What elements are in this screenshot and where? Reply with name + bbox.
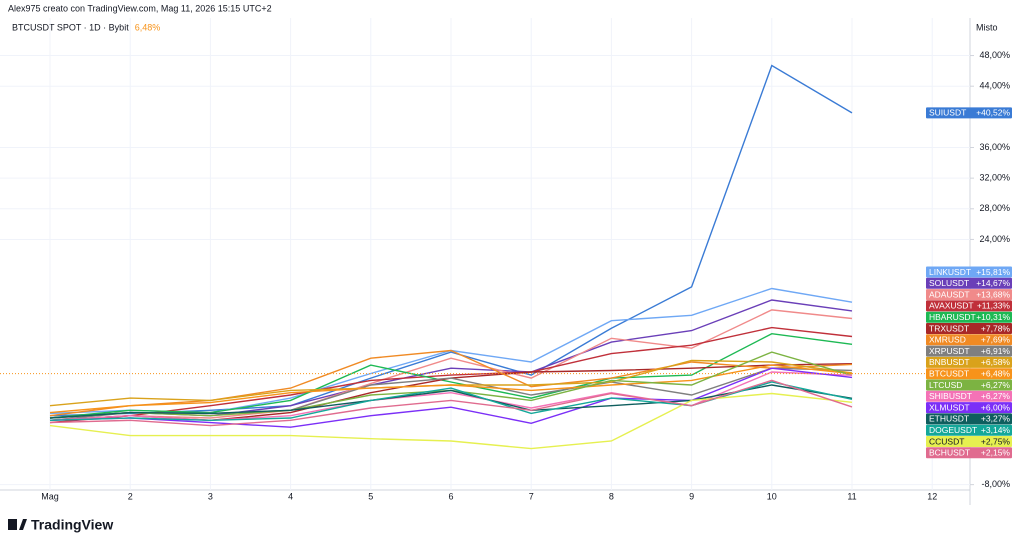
price-label-value: +11,33% <box>977 301 1011 311</box>
logo-mark <box>8 519 17 530</box>
price-label-name: SUIUSDT <box>929 108 966 118</box>
price-label-box <box>926 402 1012 414</box>
price-label-box <box>926 447 1012 459</box>
price-label-box <box>926 277 1012 289</box>
price-label-box <box>926 300 1012 312</box>
price-label-value: +40,52% <box>976 108 1010 118</box>
price-label-box <box>926 356 1012 368</box>
series-line <box>49 392 853 450</box>
price-label-value: +6,91% <box>981 346 1011 356</box>
legend-change: 6,48% <box>135 22 161 32</box>
x-tick-label: 9 <box>689 491 694 501</box>
price-label-value: +6,58% <box>981 357 1011 367</box>
x-tick-label: 8 <box>609 491 614 501</box>
price-label-value: +3,14% <box>981 425 1011 435</box>
price-label-value: +6,00% <box>981 402 1011 412</box>
series-line <box>49 309 853 421</box>
axis-mode: Misto <box>976 22 998 32</box>
price-label-value: +2,15% <box>981 448 1011 458</box>
price-label-value: +6,48% <box>981 368 1011 378</box>
x-tick-label: 7 <box>529 491 534 501</box>
x-tick-label: 11 <box>847 491 856 501</box>
price-label-name: TRXUSDT <box>929 323 969 333</box>
x-tick-label: 4 <box>288 491 293 501</box>
price-label-name: DOGEUSDT <box>929 425 977 435</box>
price-label-name: BNBUSDT <box>929 357 970 367</box>
x-tick-label: 5 <box>368 491 373 501</box>
price-label-value: +3,27% <box>981 414 1011 424</box>
y-tick-label: 44,00% <box>979 81 1010 91</box>
price-label-box <box>926 334 1012 346</box>
price-label-box <box>926 289 1012 301</box>
price-label-box <box>926 266 1012 278</box>
price-label-value: +13,68% <box>976 289 1010 299</box>
price-label-value: +7,78% <box>981 323 1011 333</box>
logo: TradingView <box>8 517 113 533</box>
series-line <box>49 371 853 422</box>
price-label-name: SHIBUSDT <box>929 391 972 401</box>
price-label-name: SOLUSDT <box>929 278 969 288</box>
price-label-name: XRPUSDT <box>929 346 970 356</box>
series-line <box>49 364 853 414</box>
price-label-box <box>926 379 1012 391</box>
price-label-value: +7,69% <box>981 335 1011 345</box>
y-tick-label: -8,00% <box>981 479 1010 489</box>
lines <box>49 64 853 450</box>
price-labels: SUIUSDT +40,52% LINKUSDT +15,81% SOLUSDT +14,… <box>926 107 1012 459</box>
x-tick-label: 2 <box>128 491 133 501</box>
series-line <box>49 367 853 428</box>
price-label-value: +15,81% <box>976 267 1010 277</box>
price-label-name: CCUSDT <box>929 436 964 446</box>
price-label-box <box>926 107 1012 119</box>
price-label-name: AVAXUSDT <box>929 301 974 311</box>
y-tick-label: 48,00% <box>979 50 1010 60</box>
logo-mark <box>19 519 27 530</box>
price-label-value: +6,27% <box>981 380 1011 390</box>
price-label-box <box>926 424 1012 436</box>
y-tick-label: 32,00% <box>979 173 1010 183</box>
price-label-box <box>926 368 1012 380</box>
price-label-name: BTCUSDT <box>929 368 969 378</box>
price-label-box <box>926 436 1012 447</box>
header: Alex975 creato con TradingView.com, Mag … <box>8 3 272 13</box>
x-tick-label: Mag <box>41 491 59 501</box>
y-tick-label: 36,00% <box>979 142 1010 152</box>
price-label-name: ETHUSDT <box>929 414 969 424</box>
price-label-box <box>926 345 1012 357</box>
series-line <box>49 384 853 419</box>
price-label-box <box>926 311 1012 323</box>
price-label-name: BCHUSDT <box>929 448 970 458</box>
x-tick-label: 6 <box>448 491 453 501</box>
x-tick-label: 3 <box>208 491 213 501</box>
price-label-box <box>926 323 1012 334</box>
price-label-name: LINKUSDT <box>929 267 971 277</box>
series-line <box>49 349 853 417</box>
logo-text: TradingView <box>31 517 113 533</box>
legend-symbol: BTCUSDT SPOT · 1D · Bybit <box>12 22 129 32</box>
price-label-box <box>926 390 1012 402</box>
series-line <box>49 379 853 427</box>
price-label-value: +2,75% <box>981 436 1011 446</box>
x-tick-label: 10 <box>767 491 777 501</box>
price-label-value: +14,67% <box>976 278 1010 288</box>
price-label-value: +10,31% <box>976 312 1010 322</box>
price-label-box <box>926 413 1012 425</box>
price-label-name: HBARUSDT <box>929 312 976 322</box>
y-tick-label: 28,00% <box>979 203 1010 213</box>
price-label-name: LTCUSD <box>929 380 962 390</box>
price-label-name: XLMUSDT <box>929 402 970 412</box>
x-tick-label: 12 <box>927 491 937 501</box>
y-tick-label: 24,00% <box>979 234 1010 244</box>
price-label-name: ADAUSDT <box>929 289 970 299</box>
series-line <box>49 326 853 424</box>
price-label-name: XMRUSD <box>929 335 966 345</box>
price-label-value: +6,27% <box>981 391 1011 401</box>
